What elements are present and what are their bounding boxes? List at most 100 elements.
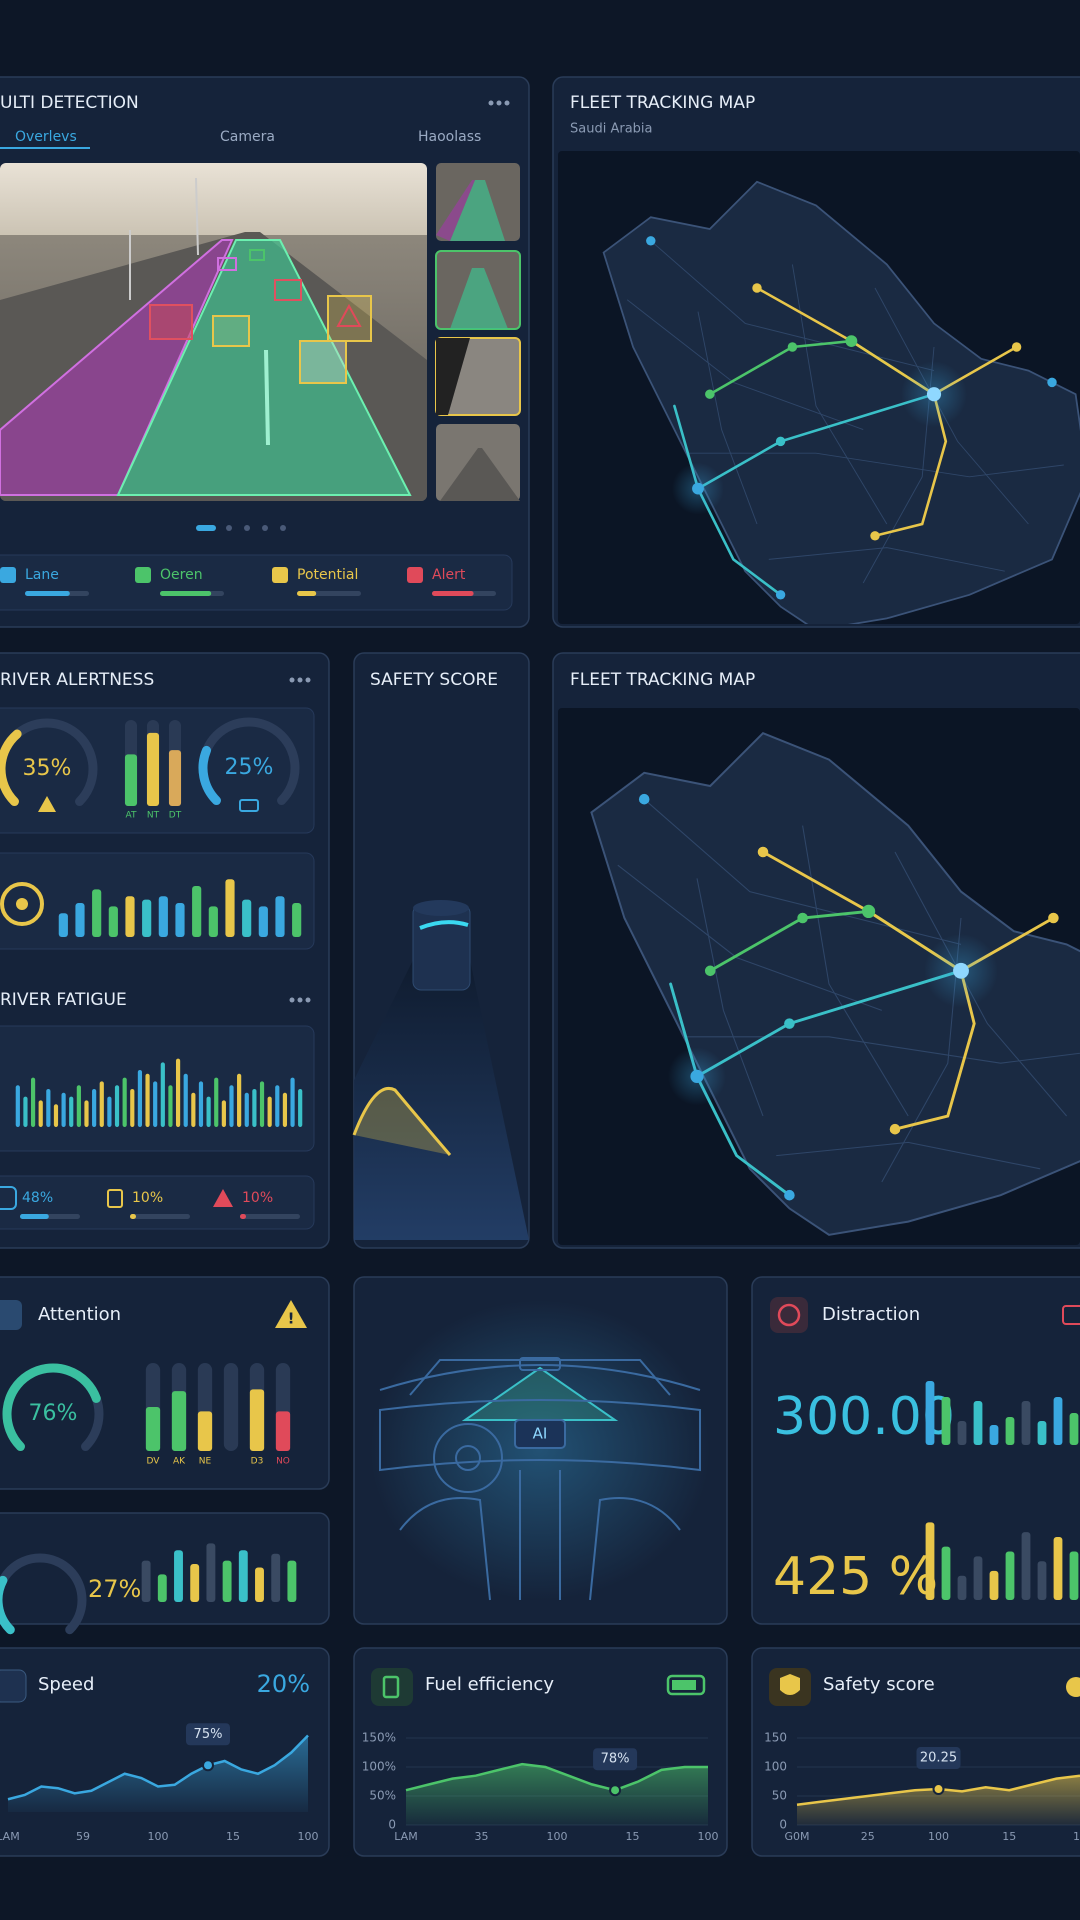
bar: [258, 906, 268, 937]
bar: [973, 1556, 983, 1600]
progress: [432, 591, 474, 596]
panel-title: RIVER FATIGUE: [0, 990, 127, 1010]
svg-text:!: !: [288, 1310, 295, 1328]
bar: [146, 732, 160, 806]
x-tick-label: 15: [226, 1830, 240, 1843]
x-tick-label: LAM: [0, 1830, 20, 1843]
tab[interactable]: Haoolass: [418, 129, 481, 145]
line: [405, 1762, 708, 1792]
bar: [292, 903, 302, 937]
bar: [174, 1550, 183, 1602]
progress: [297, 591, 317, 596]
icons: !: [0, 796, 1080, 1706]
callout-box: [916, 1747, 961, 1770]
panel-title: RIVER ALERTNESS: [0, 670, 154, 690]
bar: [58, 913, 68, 937]
panel-title: ULTI DETECTION: [0, 93, 139, 113]
x-tick-label: 35: [475, 1830, 489, 1843]
metric: 300.00: [773, 1387, 955, 1447]
bar: [941, 1546, 951, 1600]
menu-dots: [289, 100, 510, 1003]
progress-track: [130, 1214, 190, 1219]
bar: [957, 1575, 967, 1600]
bar: [249, 1389, 265, 1451]
bar: [221, 1100, 226, 1127]
bar: [1037, 1421, 1047, 1445]
panel-title: Attention: [38, 1304, 121, 1325]
bar: [137, 1070, 143, 1127]
bar: [160, 1062, 165, 1127]
gauge-label: 76%: [29, 1401, 78, 1426]
gauge-label: 25%: [225, 755, 274, 780]
bar: [259, 1081, 265, 1127]
panel-title: FLEET TRACKING MAP: [570, 670, 755, 690]
legend-swatch: [0, 567, 16, 583]
bar: [206, 1543, 216, 1602]
bar: [1053, 1536, 1063, 1600]
stat-label: 10%: [132, 1190, 163, 1206]
camera-feed: [0, 163, 427, 501]
bar: [53, 1104, 59, 1127]
bar: [191, 1092, 196, 1127]
bar: [125, 896, 135, 937]
panel-title: Fuel efficiency: [425, 1674, 554, 1695]
legend-swatch: [135, 567, 151, 583]
bar: [1037, 1561, 1047, 1600]
bar: [30, 1077, 36, 1127]
bar: [271, 1553, 281, 1602]
bar: [183, 1073, 188, 1127]
progress-track: [240, 1214, 300, 1219]
stat-label: 48%: [22, 1190, 53, 1206]
legend-label: Lane: [25, 567, 59, 583]
bar: [142, 899, 152, 937]
pager: [196, 525, 286, 531]
bar: [192, 886, 202, 937]
gauge-arc: [0, 1575, 15, 1635]
level-label: D3: [251, 1457, 264, 1467]
y-tick-label: 0: [388, 1818, 396, 1832]
car-interior: [370, 1300, 710, 1601]
bar: [1053, 1397, 1063, 1445]
x-tick-label: 59: [76, 1830, 90, 1843]
bar: [197, 1411, 213, 1451]
bar: [198, 1081, 204, 1127]
bar: [92, 1089, 97, 1127]
bar: [99, 1081, 104, 1127]
panel-title: SAFETY SCORE: [370, 670, 498, 690]
bar: [252, 1089, 257, 1127]
x-tick-label: LAM: [394, 1830, 417, 1843]
bar: [225, 879, 235, 937]
bar: [122, 1077, 127, 1127]
tab[interactable]: Camera: [220, 129, 275, 145]
bar-track: [223, 1363, 239, 1451]
y-tick-label: 0: [779, 1818, 787, 1832]
bar: [255, 1567, 264, 1602]
bar: [222, 1560, 232, 1602]
fleet-map: [558, 708, 1080, 1245]
legend-label: Oeren: [160, 567, 203, 583]
x-tick-label: 100: [148, 1830, 169, 1843]
bar: [1005, 1417, 1015, 1445]
callout: 20.25: [920, 1751, 957, 1766]
bar: [287, 1560, 297, 1602]
bar: [23, 1096, 28, 1127]
level-label: AK: [173, 1457, 186, 1467]
progress: [20, 1214, 49, 1219]
panel-subtitle: Saudi Arabia: [570, 122, 653, 137]
x-tick-label: 15: [626, 1830, 640, 1843]
bar: [298, 1089, 303, 1127]
bar: [282, 1092, 288, 1127]
bar: [157, 1574, 167, 1602]
x-tick-label: 100: [928, 1830, 949, 1843]
metric: 425 %: [773, 1547, 938, 1607]
callout: 78%: [601, 1752, 630, 1767]
bar: [175, 1058, 181, 1127]
gauge-label: 27%: [88, 1575, 141, 1603]
tab[interactable]: Overlevs: [15, 129, 77, 145]
bar: [61, 1092, 66, 1127]
stat-label: 10%: [242, 1190, 273, 1206]
gauge-label: 35%: [23, 756, 72, 781]
bar: [158, 896, 168, 937]
bar: [108, 906, 118, 937]
